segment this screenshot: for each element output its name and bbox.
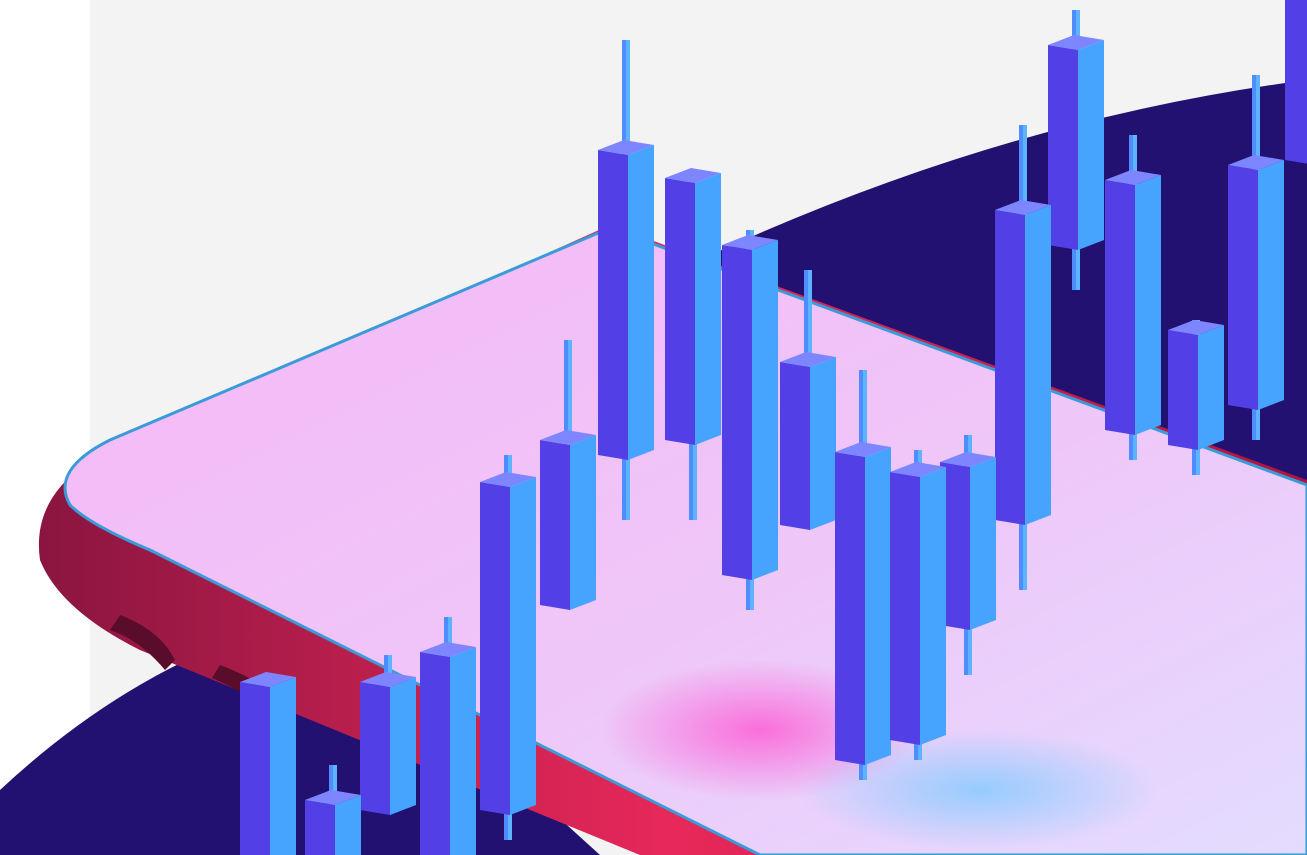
candle-side xyxy=(865,447,891,765)
candlestick xyxy=(890,450,946,760)
candle-top xyxy=(665,168,721,183)
candlestick xyxy=(420,617,476,855)
candlestick xyxy=(480,455,536,840)
candle-front xyxy=(1168,330,1198,450)
candlestick xyxy=(1168,320,1224,475)
candlestick xyxy=(240,672,296,855)
candle-top xyxy=(360,672,416,687)
candlestick xyxy=(1285,0,1307,164)
candle-front xyxy=(598,150,628,460)
candle-side xyxy=(570,435,596,610)
candlestick xyxy=(665,168,721,520)
candle-top xyxy=(1048,35,1104,50)
candle-side xyxy=(810,357,836,530)
candle-top xyxy=(1168,320,1224,335)
candle-top xyxy=(540,430,596,445)
candle-front xyxy=(995,210,1025,525)
candle-side xyxy=(390,677,416,815)
candle-side xyxy=(335,795,361,855)
candle-top xyxy=(780,352,836,367)
candle-top xyxy=(722,235,778,250)
candle-side xyxy=(1135,175,1161,435)
candlestick xyxy=(940,435,996,675)
candle-top xyxy=(940,452,996,467)
candle-front xyxy=(240,682,270,855)
candle-side xyxy=(450,647,476,855)
candle-side xyxy=(1025,205,1051,525)
candle-top xyxy=(240,672,296,687)
candle-front xyxy=(420,652,450,855)
candle-side xyxy=(1078,40,1104,250)
candle-front xyxy=(940,462,970,630)
candle-side xyxy=(1258,160,1284,410)
candlestick xyxy=(722,230,778,610)
candle-top xyxy=(480,472,536,487)
candle-side xyxy=(270,677,296,855)
candle-front xyxy=(1048,45,1078,250)
candle-top xyxy=(420,642,476,657)
candle-front xyxy=(780,362,810,530)
glow xyxy=(800,730,1160,850)
candlestick xyxy=(598,40,654,520)
candle-front xyxy=(540,440,570,610)
candlestick xyxy=(1228,75,1284,440)
candle-side xyxy=(920,467,946,745)
phone-button xyxy=(110,615,175,670)
candle-top xyxy=(835,442,891,457)
candle-top xyxy=(1228,155,1284,170)
candle-top xyxy=(995,200,1051,215)
candles xyxy=(240,0,1307,855)
candlestick xyxy=(835,370,891,780)
candlestick xyxy=(1105,135,1161,460)
candle-front xyxy=(305,800,335,855)
candle-front xyxy=(1105,180,1135,435)
candlestick xyxy=(995,125,1051,590)
candle-side xyxy=(1198,325,1224,450)
candlestick xyxy=(540,340,596,610)
candle-front xyxy=(890,472,920,745)
candle-side xyxy=(752,240,778,580)
candlestick xyxy=(360,655,416,815)
candlestick xyxy=(780,270,836,530)
candle-front xyxy=(1228,165,1258,410)
candle-front xyxy=(360,682,390,815)
candle-front xyxy=(835,452,865,765)
candle-side xyxy=(970,457,996,630)
candle-front xyxy=(1285,0,1307,164)
candle-side xyxy=(510,477,536,815)
candle-side xyxy=(695,173,721,445)
candlestick xyxy=(1048,10,1104,290)
candle-side xyxy=(628,145,654,460)
candle-top xyxy=(598,140,654,155)
candlestick xyxy=(305,765,361,855)
candle-front xyxy=(480,482,510,815)
candle-top xyxy=(890,462,946,477)
candle-top xyxy=(305,790,361,805)
candle-front xyxy=(722,245,752,580)
candle-front xyxy=(665,178,695,445)
candle-top xyxy=(1105,170,1161,185)
